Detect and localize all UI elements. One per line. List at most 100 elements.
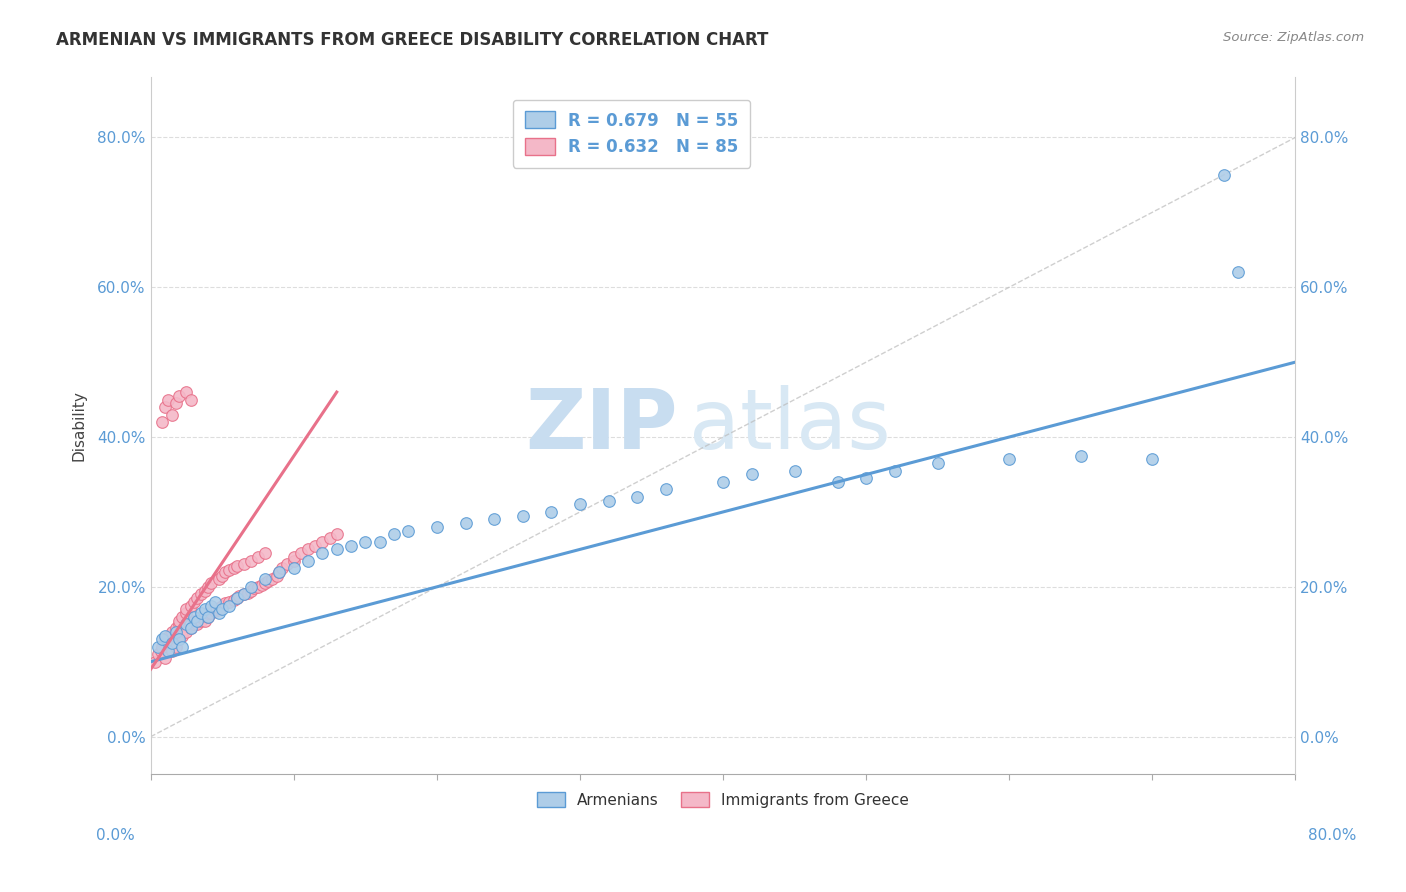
Point <box>200 599 222 613</box>
Point <box>153 632 176 647</box>
Point <box>222 593 245 607</box>
Point <box>150 640 173 654</box>
Point <box>194 602 217 616</box>
Point <box>183 614 205 628</box>
Point <box>169 617 191 632</box>
Y-axis label: Disability: Disability <box>72 391 86 461</box>
Text: ZIP: ZIP <box>524 385 678 467</box>
Text: atlas: atlas <box>689 385 890 467</box>
Point <box>218 563 240 577</box>
Point <box>186 591 208 605</box>
Point <box>176 602 198 616</box>
Point <box>232 587 254 601</box>
Point <box>160 643 183 657</box>
Point <box>186 617 208 632</box>
Point <box>172 628 194 642</box>
Point <box>157 628 180 642</box>
Point <box>176 606 198 620</box>
Point <box>204 604 226 618</box>
Point <box>172 640 194 654</box>
Point <box>208 606 231 620</box>
Point <box>242 582 264 596</box>
Point <box>1070 449 1092 463</box>
Point <box>741 467 763 482</box>
Point <box>166 624 188 639</box>
Point <box>169 614 191 628</box>
Point <box>382 527 405 541</box>
Point <box>172 609 194 624</box>
Point <box>426 520 449 534</box>
Point <box>166 396 188 410</box>
Point <box>454 516 477 531</box>
Point <box>368 535 391 549</box>
Point <box>283 549 305 564</box>
Point <box>146 640 169 654</box>
Point <box>325 527 347 541</box>
Point <box>180 621 202 635</box>
Point <box>143 655 166 669</box>
Point <box>169 632 191 647</box>
Point <box>183 617 205 632</box>
Point <box>208 572 231 586</box>
Point <box>160 624 183 639</box>
Point <box>236 586 259 600</box>
Point <box>883 464 905 478</box>
Point <box>626 490 648 504</box>
Point <box>211 599 233 613</box>
Point <box>190 606 212 620</box>
Point <box>482 512 505 526</box>
Point <box>598 493 620 508</box>
Point <box>1212 168 1234 182</box>
Point <box>204 602 226 616</box>
Point <box>239 580 262 594</box>
Point <box>232 558 254 572</box>
Point <box>283 561 305 575</box>
Point <box>262 572 284 586</box>
Point <box>149 643 172 657</box>
Point <box>1142 452 1164 467</box>
Point <box>311 535 333 549</box>
Point <box>214 596 236 610</box>
Point <box>222 561 245 575</box>
Point <box>218 595 240 609</box>
Point <box>180 392 202 407</box>
Point <box>160 636 183 650</box>
Point <box>150 632 173 647</box>
Point <box>927 456 949 470</box>
Point <box>166 621 188 635</box>
Point <box>169 632 191 647</box>
Point <box>160 408 183 422</box>
Point <box>176 617 198 632</box>
Point <box>197 609 219 624</box>
Point <box>276 558 298 572</box>
Point <box>211 602 233 616</box>
Point <box>150 415 173 429</box>
Point <box>297 542 319 557</box>
Point <box>283 553 305 567</box>
Point <box>655 483 678 497</box>
Point <box>247 580 270 594</box>
Point <box>827 475 849 489</box>
Text: 0.0%: 0.0% <box>96 828 135 843</box>
Point <box>190 609 212 624</box>
Point <box>254 572 277 586</box>
Point <box>153 400 176 414</box>
Point <box>225 558 247 573</box>
Point <box>254 546 277 560</box>
Point <box>190 587 212 601</box>
Point <box>311 546 333 560</box>
Point <box>153 651 176 665</box>
Point <box>186 614 208 628</box>
Point <box>228 589 250 603</box>
Point <box>855 471 877 485</box>
Point <box>204 595 226 609</box>
Point <box>197 580 219 594</box>
Point <box>783 464 806 478</box>
Point <box>269 565 291 579</box>
Point <box>200 606 222 620</box>
Point <box>325 542 347 557</box>
Point <box>340 539 363 553</box>
Point <box>194 614 217 628</box>
Point <box>711 475 734 489</box>
Point <box>190 614 212 628</box>
